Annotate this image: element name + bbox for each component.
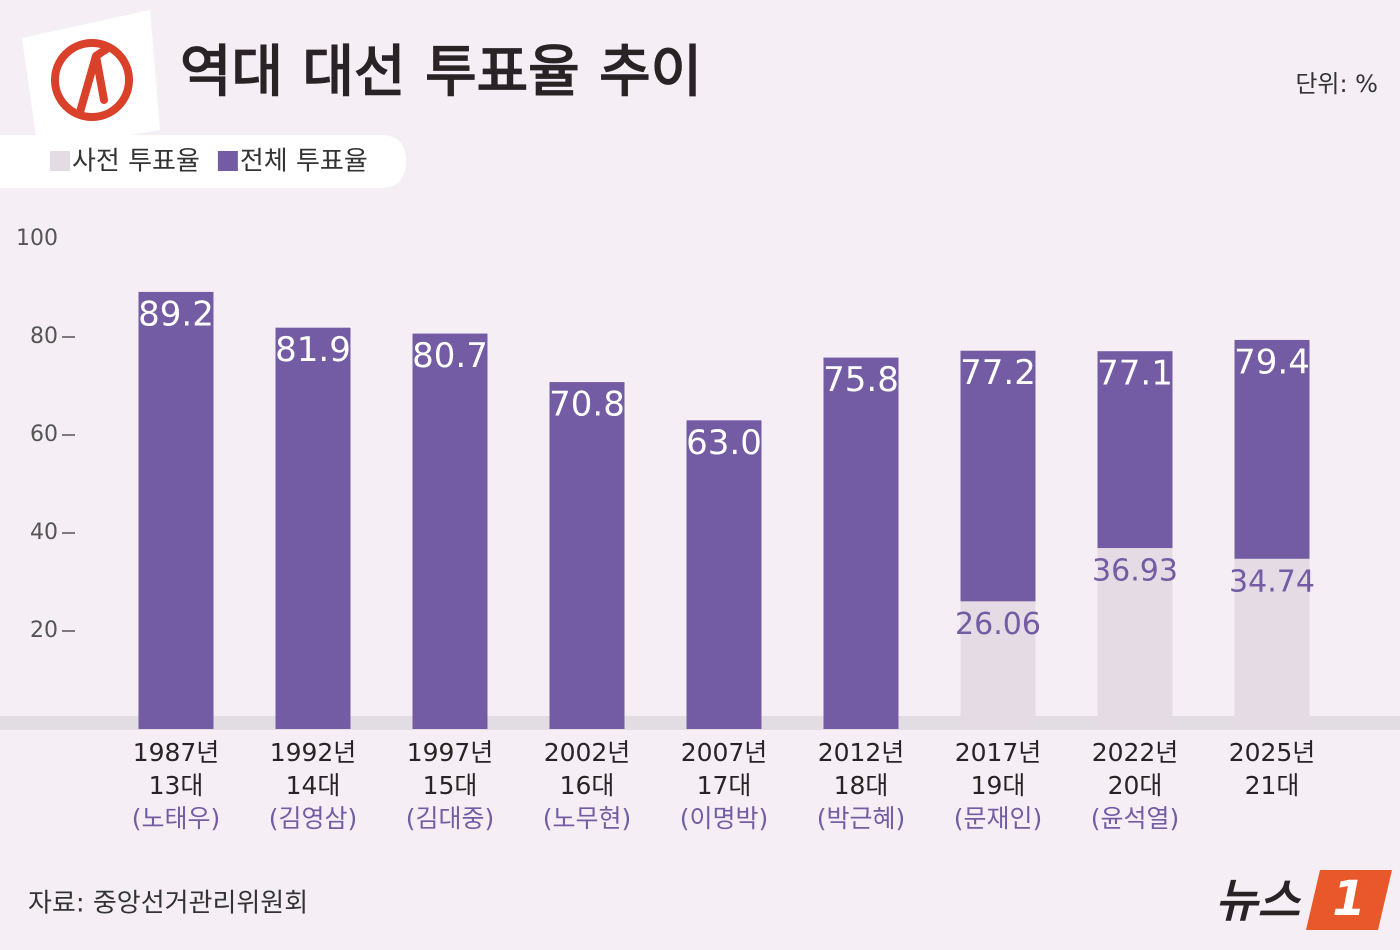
x-tick-label: 2007년: [681, 738, 768, 767]
bar: [960, 601, 1036, 729]
x-tick-label: 2025년: [1229, 738, 1316, 767]
bar: [1097, 548, 1173, 729]
x-tick-label: 1992년: [270, 738, 357, 767]
bar: [275, 327, 351, 729]
bar: [1234, 558, 1310, 729]
candidate-label: (윤석열): [1091, 804, 1180, 833]
candidate-label: (노태우): [132, 804, 221, 833]
source: 자료: 중앙선거관리위원회: [28, 889, 308, 919]
bar: [549, 382, 625, 729]
legend-box: [0, 135, 406, 188]
value-label: 26.06: [955, 607, 1041, 642]
x-tick-label: 14대: [286, 771, 341, 800]
legend-label: 사전 투표율: [72, 147, 200, 177]
candidate-label: (이명박): [680, 804, 769, 833]
value-label: 36.93: [1092, 554, 1178, 589]
x-tick-label: 15대: [423, 771, 478, 800]
x-tick-label: 21대: [1245, 771, 1300, 800]
value-label: 77.1: [1097, 354, 1173, 394]
candidate-label: (김영삼): [269, 804, 358, 833]
x-tick-label: 2002년: [544, 738, 631, 767]
x-tick-label: 1997년: [407, 738, 494, 767]
logo-box: [1306, 870, 1392, 930]
x-tick-label: 2022년: [1092, 738, 1179, 767]
x-tick-label: 19대: [971, 771, 1026, 800]
legend-swatch: [217, 151, 238, 171]
bar: [686, 420, 762, 729]
candidate-label: (노무현): [543, 804, 632, 833]
value-label: 80.7: [412, 336, 488, 376]
value-label: 34.74: [1229, 564, 1315, 599]
news-logo: 뉴스 1: [1215, 870, 1392, 930]
x-tick-label: 1987년: [133, 738, 220, 767]
x-tick-label: 13대: [149, 771, 204, 800]
legend: 사전 투표율 전체 투표율: [50, 147, 368, 177]
x-tick-label: 2012년: [818, 738, 905, 767]
value-label: 70.8: [549, 385, 625, 425]
x-tick-label: 18대: [834, 771, 889, 800]
y-tick-label: 40: [30, 520, 58, 545]
legend-label: 전체 투표율: [240, 147, 368, 177]
logo-number: 1: [1332, 871, 1365, 927]
bar: [412, 333, 488, 729]
candidate-label: (문재인): [954, 804, 1043, 833]
stamp-mark: [76, 44, 112, 116]
value-label: 79.4: [1234, 342, 1310, 382]
bar: [823, 357, 899, 729]
value-label: 89.2: [138, 294, 214, 334]
value-label: 63.0: [686, 423, 762, 463]
y-tick-label: 80: [30, 324, 58, 349]
y-tick-label: 100: [16, 226, 58, 251]
value-label: 75.8: [823, 360, 899, 400]
x-tick-label: 20대: [1108, 771, 1163, 800]
y-tick-label: 20: [30, 618, 58, 643]
candidate-label: (김대중): [406, 804, 495, 833]
unit-label: 단위: %: [1295, 70, 1378, 98]
legend-swatch: [50, 151, 70, 171]
value-label: 77.2: [960, 353, 1036, 393]
x-tick-label: 16대: [560, 771, 615, 800]
logo-mark: [22, 10, 160, 150]
value-label: 81.9: [275, 330, 351, 370]
chart-title: 역대 대선 투표율 추이: [180, 40, 702, 105]
candidate-label: (박근혜): [817, 804, 906, 833]
x-tick-label: 2017년: [955, 738, 1042, 767]
bar: [138, 291, 214, 729]
y-tick-label: 60: [30, 422, 58, 447]
logo-text: 뉴스: [1215, 874, 1301, 928]
stamp: [51, 39, 133, 121]
x-tick-label: 17대: [697, 771, 752, 800]
